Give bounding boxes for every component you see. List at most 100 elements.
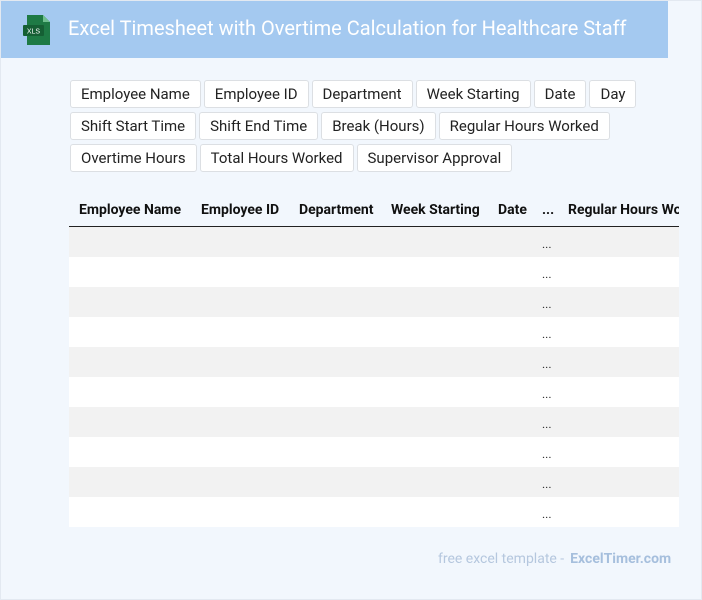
table-cell: ... — [542, 357, 552, 371]
table-cell: ... — [542, 297, 552, 311]
table-cell — [69, 317, 191, 347]
table-row: ... — [69, 467, 679, 497]
field-tag[interactable]: Supervisor Approval — [356, 144, 513, 172]
table-cell — [289, 497, 381, 527]
table-cell — [558, 257, 679, 287]
table-cell — [381, 467, 488, 497]
table-cell — [558, 347, 679, 377]
table-cell — [289, 437, 381, 467]
table-cell: ... — [542, 447, 552, 461]
table-cell — [191, 287, 289, 317]
table-cell — [289, 347, 381, 377]
table-cell — [191, 257, 289, 287]
table-cell — [191, 377, 289, 407]
xls-icon: XLS — [23, 15, 50, 45]
table-cell: ... — [542, 387, 552, 401]
table-cell — [191, 347, 289, 377]
column-header: Week Starting — [391, 202, 480, 218]
page-title: Excel Timesheet with Overtime Calculatio… — [68, 16, 627, 40]
table-cell — [69, 347, 191, 377]
table-cell — [69, 437, 191, 467]
table-cell — [381, 347, 488, 377]
tag-row: Employee Name Employee ID Department Week S… — [70, 80, 637, 108]
field-tag[interactable]: Regular Hours Worked — [438, 112, 610, 140]
table-cell — [488, 407, 532, 437]
table-cell — [488, 347, 532, 377]
table-cell — [558, 497, 679, 527]
table-cell — [289, 227, 381, 257]
table-cell — [488, 437, 532, 467]
table-cell — [191, 437, 289, 467]
column-header: Employee ID — [201, 202, 280, 218]
table-cell — [488, 467, 532, 497]
table-cell — [289, 317, 381, 347]
table-cell — [289, 377, 381, 407]
table-cell — [558, 317, 679, 347]
column-header: Employee Name — [79, 202, 181, 218]
table-cell — [191, 497, 289, 527]
table-row: ... — [69, 497, 679, 527]
table-cell — [381, 407, 488, 437]
tag-row: Overtime Hours Total Hours Worked Supervis… — [70, 144, 636, 172]
table-cell — [381, 257, 488, 287]
table-cell — [69, 227, 191, 257]
table-cell — [191, 317, 289, 347]
column-header: ... — [542, 202, 555, 218]
table-cell — [558, 377, 679, 407]
table-cell — [381, 227, 488, 257]
table-cell — [558, 227, 679, 257]
footer-link[interactable]: ExcelTimer.com — [570, 551, 672, 567]
table-cell — [381, 287, 488, 317]
table-row: ... — [69, 437, 679, 467]
table-cell — [289, 287, 381, 317]
field-tag[interactable]: Week Starting — [415, 80, 531, 108]
table-cell — [381, 377, 488, 407]
table-cell — [69, 287, 191, 317]
footer-text: free excel template - — [438, 551, 565, 567]
field-tag[interactable]: Break (Hours) — [321, 112, 436, 140]
table-cell: ... — [542, 417, 552, 431]
table-cell: ... — [542, 507, 552, 521]
table-cell — [289, 467, 381, 497]
table-cell: ... — [542, 267, 552, 281]
table-row: ... — [69, 257, 679, 287]
table-row: ... — [69, 407, 679, 437]
field-tag[interactable]: Overtime Hours — [70, 144, 197, 172]
field-tag[interactable]: Employee ID — [203, 80, 309, 108]
table-cell — [558, 407, 679, 437]
table-cell — [381, 317, 488, 347]
field-tag[interactable]: Date — [533, 80, 587, 108]
table-row: ... — [69, 377, 679, 407]
table-cell — [488, 257, 532, 287]
table-cell — [69, 377, 191, 407]
field-tag[interactable]: Employee Name — [70, 80, 201, 108]
table-cell — [488, 287, 532, 317]
table-row: ... — [69, 347, 679, 377]
column-header: Regular Hours Worked — [568, 202, 679, 218]
table-cell — [488, 377, 532, 407]
header: XLS Excel Timesheet with Overtime Calcul… — [1, 1, 668, 58]
table-header-row: Employee Name Employee ID Department Week S… — [69, 195, 679, 227]
field-tag[interactable]: Shift Start Time — [70, 112, 197, 140]
table-cell — [69, 467, 191, 497]
field-tag[interactable]: Day — [589, 80, 637, 108]
table-cell — [69, 497, 191, 527]
table-cell — [558, 437, 679, 467]
field-tag[interactable]: Total Hours Worked — [199, 144, 354, 172]
table-cell — [488, 227, 532, 257]
table-row: ... — [69, 227, 679, 257]
field-tag[interactable]: Shift End Time — [199, 112, 319, 140]
column-header: Department — [299, 202, 374, 218]
table-cell — [69, 407, 191, 437]
table-cell — [191, 467, 289, 497]
table-cell — [289, 257, 381, 287]
table-cell — [488, 497, 532, 527]
table-cell — [191, 407, 289, 437]
table-cell — [558, 467, 679, 497]
column-header: Date — [498, 202, 527, 218]
table-cell — [289, 407, 381, 437]
table-cell — [191, 227, 289, 257]
table-cell: ... — [542, 237, 552, 251]
table-row: ... — [69, 317, 679, 347]
field-tag[interactable]: Department — [311, 80, 413, 108]
